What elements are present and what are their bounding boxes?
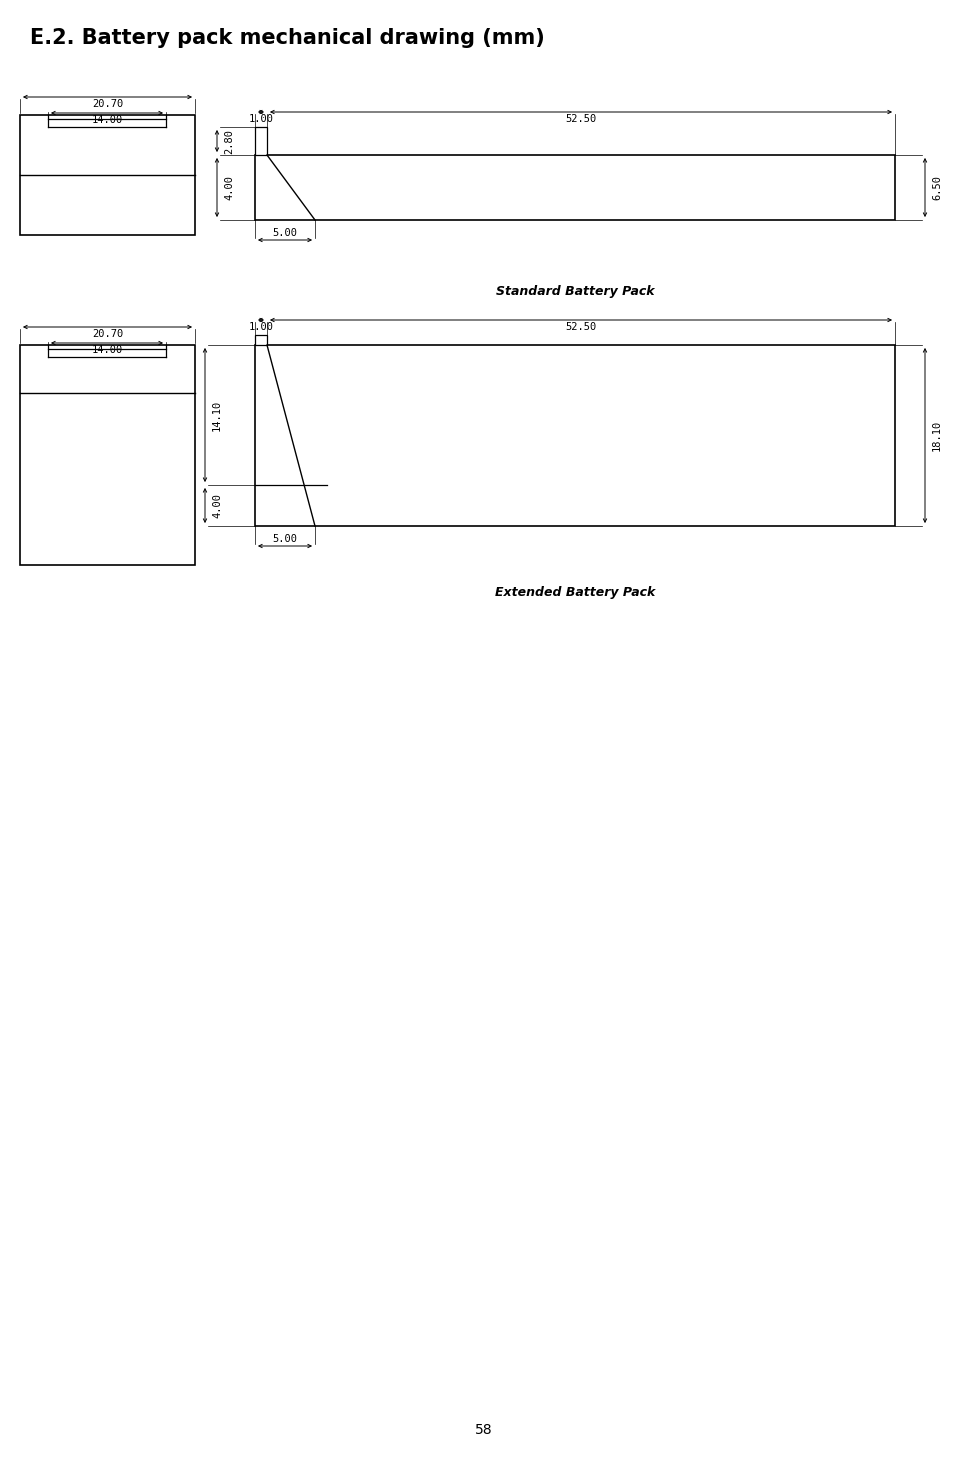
Text: E.2. Battery pack mechanical drawing (mm): E.2. Battery pack mechanical drawing (mm… [30,28,545,48]
Text: 4.00: 4.00 [212,493,222,518]
Text: 20.70: 20.70 [92,329,123,340]
Text: 5.00: 5.00 [272,534,297,545]
Text: 6.50: 6.50 [932,176,942,201]
Text: 2.80: 2.80 [224,129,234,154]
Text: 1.00: 1.00 [248,114,273,124]
Bar [255,346,895,526]
Text: 5.00: 5.00 [272,228,297,239]
Text: 4.00: 4.00 [224,176,234,201]
Bar [20,346,195,565]
Text: Extended Battery Pack: Extended Battery Pack [495,586,655,599]
Bar [255,335,267,346]
Bar [255,155,895,220]
Text: 20.70: 20.70 [92,100,123,108]
Text: 18.10: 18.10 [932,420,942,451]
Text: 14.10: 14.10 [212,400,222,430]
Text: 14.00: 14.00 [91,116,123,124]
Text: 14.00: 14.00 [91,346,123,354]
Text: 52.50: 52.50 [565,114,597,124]
Bar [255,127,267,155]
Text: 1.00: 1.00 [248,322,273,332]
Text: Standard Battery Pack: Standard Battery Pack [496,285,654,299]
Text: 58: 58 [475,1423,493,1438]
Text: 52.50: 52.50 [565,322,597,332]
Bar [20,116,195,236]
